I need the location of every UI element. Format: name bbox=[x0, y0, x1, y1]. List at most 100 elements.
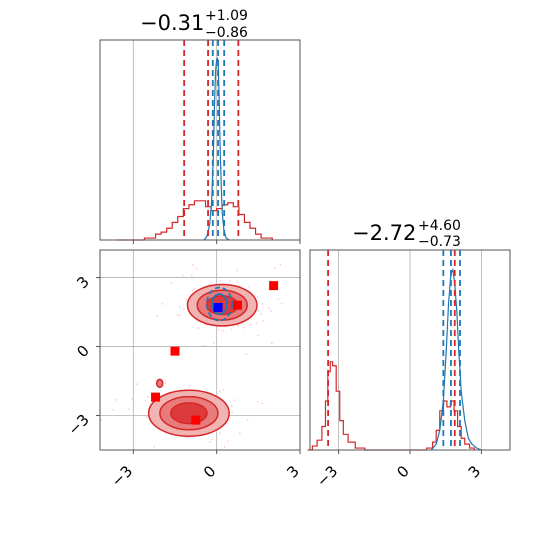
top-hist-series-0 bbox=[116, 200, 273, 241]
joint-sample-dot-0-5 bbox=[277, 298, 280, 301]
joint-sample-dot-0-20 bbox=[255, 322, 258, 325]
joint-sample-dot-0-57 bbox=[268, 307, 270, 310]
joint-blue-marker-0 bbox=[213, 302, 223, 312]
top-histogram-panel: −0.31 +1.09 −0.86 bbox=[99, 8, 301, 244]
joint-sample-dot-0-24 bbox=[249, 324, 251, 326]
top-title-upper-error: +1.09 bbox=[205, 8, 248, 24]
joint-sample-dot-0-32 bbox=[236, 269, 238, 272]
joint-sample-dot-0-56 bbox=[222, 330, 224, 332]
joint-small-contour-blob bbox=[155, 378, 164, 389]
joint-sample-dot-0-33 bbox=[248, 285, 250, 288]
joint-sample-dot-0-21 bbox=[179, 306, 181, 308]
right-xtick-label-2: 3 bbox=[465, 462, 484, 481]
joint-sample-dot-0-66 bbox=[192, 290, 194, 292]
joint-red-marker-2 bbox=[170, 346, 180, 356]
joint-sample-dot-1-33 bbox=[144, 399, 147, 402]
joint-sample-dot-1-40 bbox=[231, 411, 233, 414]
right-xtick-label-1: 0 bbox=[393, 462, 412, 481]
joint-sample-dot-0-11 bbox=[261, 303, 264, 305]
joint-sample-dot-1-11 bbox=[36, 387, 38, 389]
joint-sample-dot-0-15 bbox=[217, 329, 220, 331]
joint-sample-dot-1-64 bbox=[224, 446, 226, 448]
joint-sample-dot-0-8 bbox=[280, 302, 283, 305]
joint-xtick-label-1: 0 bbox=[200, 462, 219, 481]
joint-sample-dot-1-42 bbox=[246, 419, 249, 421]
joint-sample-dot-1-44 bbox=[261, 402, 263, 404]
joint-sample-dot-1-4 bbox=[218, 390, 221, 393]
right-hist-series-1 bbox=[430, 267, 482, 451]
joint-ytick-label-1: 0 bbox=[73, 342, 92, 361]
joint-sample-dot-0-53 bbox=[262, 320, 264, 322]
joint-sample-dot-1-30 bbox=[114, 399, 117, 401]
joint-sample-dot-1-0 bbox=[153, 445, 155, 448]
joint-sample-dot-0-30 bbox=[257, 334, 259, 337]
joint-sample-dot-1-24 bbox=[211, 438, 213, 441]
joint-sample-dot-0-62 bbox=[197, 327, 200, 329]
joint-sample-dot-0-38 bbox=[203, 345, 205, 347]
joint-sample-dot-0-10 bbox=[195, 267, 198, 270]
joint-sample-dot-1-66 bbox=[233, 451, 235, 453]
right-panel-title: −2.72 +4.60 −0.73 bbox=[352, 218, 461, 250]
joint-sample-dot-1-6 bbox=[136, 383, 138, 385]
joint-contour-panel: −3 0 3 −3 0 3 bbox=[36, 249, 303, 506]
joint-sample-dot-1-65 bbox=[231, 405, 233, 407]
joint-sample-dot-0-37 bbox=[274, 267, 276, 269]
joint-sample-dot-0-45 bbox=[257, 309, 260, 311]
joint-xtick-label-0: −3 bbox=[108, 462, 136, 490]
joint-sample-dot-0-54 bbox=[230, 328, 233, 331]
joint-sample-dot-0-55 bbox=[208, 283, 211, 286]
joint-sample-dot-0-42 bbox=[260, 313, 262, 315]
joint-sample-dot-1-22 bbox=[239, 432, 241, 435]
joint-red-marker-3 bbox=[151, 392, 161, 402]
joint-ytick-label-0: −3 bbox=[64, 411, 92, 439]
joint-contour-1-level-2 bbox=[170, 402, 208, 425]
joint-sample-dot-1-32 bbox=[177, 468, 179, 470]
joint-sample-dot-0-28 bbox=[279, 263, 282, 266]
right-xtick-label-0: −3 bbox=[313, 462, 341, 490]
joint-sample-dot-1-21 bbox=[227, 440, 229, 443]
top-panel-frame bbox=[99, 39, 301, 241]
joint-sample-dot-1-31 bbox=[179, 504, 181, 506]
joint-red-marker-0 bbox=[269, 281, 279, 291]
joint-sample-dot-1-23 bbox=[153, 451, 155, 453]
joint-sample-dot-0-44 bbox=[256, 296, 259, 299]
joint-sample-dot-1-47 bbox=[131, 398, 134, 400]
joint-sample-dot-0-26 bbox=[270, 310, 272, 312]
joint-sample-dot-1-28 bbox=[112, 408, 114, 411]
joint-sample-dot-1-14 bbox=[257, 401, 259, 403]
joint-sample-dot-1-68 bbox=[209, 441, 211, 443]
joint-sample-dot-0-48 bbox=[170, 282, 173, 284]
joint-sample-dot-0-22 bbox=[271, 342, 273, 344]
joint-sample-dot-0-1 bbox=[182, 274, 184, 277]
right-title-upper-error: +4.60 bbox=[418, 218, 461, 234]
joint-sample-dot-1-67 bbox=[135, 450, 137, 452]
joint-sample-dot-0-68 bbox=[179, 314, 181, 317]
joint-sample-dot-1-46 bbox=[245, 353, 248, 355]
joint-sample-dot-0-6 bbox=[161, 303, 164, 305]
top-panel-title: −0.31 +1.09 −0.86 bbox=[140, 8, 248, 41]
joint-sample-dot-0-35 bbox=[219, 280, 221, 282]
joint-sample-dot-0-16 bbox=[243, 326, 245, 329]
joint-sample-dot-0-14 bbox=[156, 315, 159, 317]
joint-sample-dot-0-31 bbox=[177, 314, 179, 316]
joint-sample-dot-0-7 bbox=[183, 308, 185, 310]
joint-sample-dot-1-51 bbox=[219, 432, 221, 434]
joint-sample-dot-1-1 bbox=[187, 436, 190, 438]
joint-sample-dot-0-63 bbox=[236, 280, 239, 283]
joint-sample-dot-1-39 bbox=[153, 456, 155, 458]
joint-sample-dot-1-20 bbox=[185, 437, 187, 439]
joint-sample-dot-1-17 bbox=[164, 382, 167, 385]
joint-sample-dot-1-55 bbox=[188, 385, 191, 387]
joint-sample-dot-1-49 bbox=[100, 419, 102, 421]
joint-sample-dot-0-59 bbox=[229, 280, 231, 282]
joint-sample-dot-0-4 bbox=[237, 325, 239, 327]
joint-sample-dot-0-39 bbox=[193, 287, 196, 290]
joint-sample-dot-1-48 bbox=[130, 458, 132, 460]
joint-contour-2-level-0 bbox=[206, 286, 233, 322]
joint-sample-dot-1-45 bbox=[222, 389, 224, 391]
right-hist-series-0 bbox=[307, 361, 475, 451]
right-title-lower-error: −0.73 bbox=[418, 234, 461, 250]
joint-sample-dot-1-36 bbox=[146, 416, 148, 419]
joint-sample-dot-0-58 bbox=[185, 298, 187, 300]
